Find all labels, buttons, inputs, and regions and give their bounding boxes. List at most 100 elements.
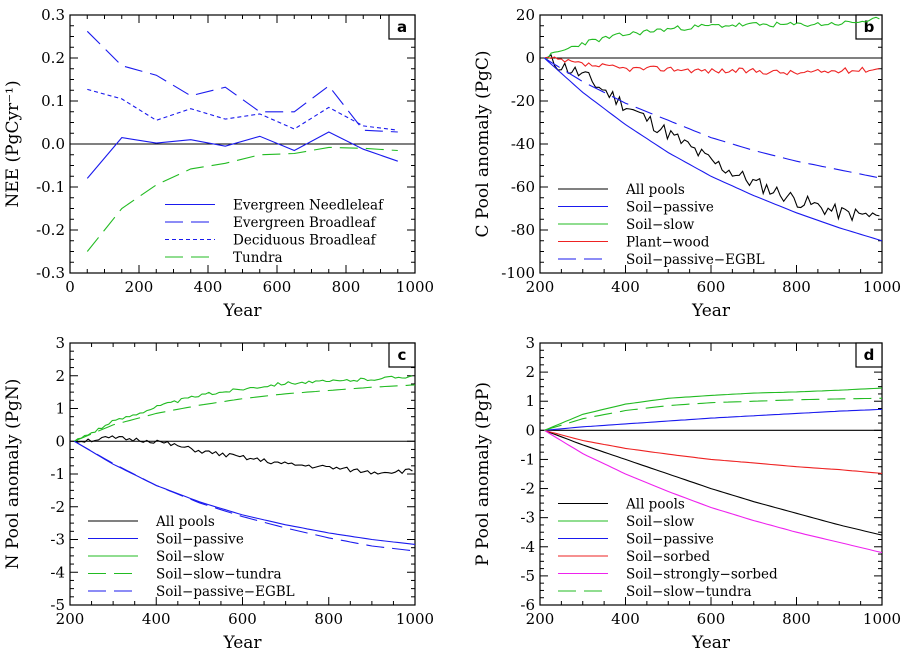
y-tick-label: 0.3 xyxy=(41,6,65,24)
y-tick-label: -40 xyxy=(511,135,535,153)
x-tick-label: 200 xyxy=(56,610,85,628)
x-axis-title: Year xyxy=(691,633,731,649)
y-tick-label: 1 xyxy=(525,392,535,410)
y-tick-label: 0 xyxy=(525,421,535,439)
y-tick-label: 3 xyxy=(55,334,65,352)
series-line xyxy=(544,429,882,554)
legend-label: Deciduous Broadleaf xyxy=(233,233,377,249)
legend-label: All pools xyxy=(625,497,685,513)
series-line xyxy=(86,30,398,133)
series-line xyxy=(544,429,882,536)
x-tick-label: 600 xyxy=(697,610,726,628)
x-axis-title: Year xyxy=(222,633,262,649)
y-tick-label: -20 xyxy=(511,92,535,110)
y-tick-label: -6 xyxy=(520,596,535,614)
series-line xyxy=(74,384,415,442)
legend-label: Soil−strongly−sorbed xyxy=(626,567,778,583)
y-tick-label: 0.1 xyxy=(41,92,65,110)
y-axis-title: NEE (PgCyr⁻¹) xyxy=(3,80,23,207)
y-tick-label: 0 xyxy=(525,49,535,67)
y-tick-label: 0 xyxy=(55,432,65,450)
panel-d: 200 400 600 800 1000 -6 -5 -4 -3 -2 -1 0 1 2 3 Year P Po… xyxy=(473,334,901,649)
series-line xyxy=(74,435,413,475)
x-tick-label: 600 xyxy=(228,610,257,628)
x-tick-label: 0 xyxy=(65,278,75,296)
y-tick-label: 2 xyxy=(525,363,535,381)
x-tick-label: 800 xyxy=(782,610,811,628)
legend-label: Evergreen Broadleaf xyxy=(233,215,377,231)
y-tick-label: -3 xyxy=(50,531,65,549)
panel-letter-box xyxy=(855,342,883,368)
series-line xyxy=(544,56,880,76)
plot-frame xyxy=(539,14,883,274)
series-line xyxy=(544,397,882,431)
series-line xyxy=(87,88,398,131)
series-line xyxy=(74,440,415,552)
x-tick-label: 600 xyxy=(263,278,292,296)
x-tick-label: 200 xyxy=(526,610,555,628)
x-tick-label: 400 xyxy=(611,610,640,628)
legend-label: Soil−passive−EGBL xyxy=(156,584,295,600)
panel-b: 200 400 600 800 1000 -100 -80 -60 -40 -20 0 20 Year C… xyxy=(473,6,901,321)
panel-a: 0 200 400 600 800 1000 -0.3 -0.2 -0.1 0.0 0.1 0.2 0.… xyxy=(3,6,434,321)
x-tick-label: 1000 xyxy=(396,610,434,628)
y-tick-label: -1 xyxy=(50,465,65,483)
legend-label: Plant−wood xyxy=(626,235,710,251)
legend-label: Soil−sorbed xyxy=(626,549,710,565)
legend-label: Soil−slow xyxy=(626,217,695,233)
series-line xyxy=(544,57,882,179)
panel-c: 200 400 600 800 1000 -5 -4 -3 -2 -1 0 1 2 3 Year N Pool… xyxy=(3,334,434,649)
legend-label: Soil−slow xyxy=(626,514,695,530)
x-tick-label: 800 xyxy=(782,278,811,296)
x-tick-label: 1000 xyxy=(863,278,901,296)
y-tick-label: -100 xyxy=(501,264,535,282)
y-tick-label: -5 xyxy=(520,567,535,585)
panel-letter-box xyxy=(388,14,416,40)
panel-letter: d xyxy=(864,346,875,364)
y-tick-label: 2 xyxy=(55,367,65,385)
y-tick-label: 0.0 xyxy=(41,135,65,153)
x-tick-label: 800 xyxy=(332,278,361,296)
x-axis-title: Year xyxy=(222,301,262,321)
y-tick-label: 0.2 xyxy=(41,49,65,67)
x-tick-label: 1000 xyxy=(863,610,901,628)
panel-letter-box xyxy=(855,14,883,40)
legend-label: Soil−slow−tundra xyxy=(626,584,752,600)
x-tick-label: 200 xyxy=(125,278,154,296)
y-tick-label: -80 xyxy=(511,221,535,239)
y-tick-label: -5 xyxy=(50,596,65,614)
x-tick-label: 1000 xyxy=(396,278,434,296)
y-tick-label: 20 xyxy=(516,6,535,24)
series-line xyxy=(543,57,882,242)
y-tick-label: -2 xyxy=(520,480,535,498)
x-tick-label: 200 xyxy=(526,278,555,296)
y-tick-label: -0.1 xyxy=(36,178,65,196)
series-line xyxy=(544,408,882,431)
y-tick-label: -3 xyxy=(520,509,535,527)
legend-label: All pools xyxy=(625,182,685,198)
legend-label: Soil−passive xyxy=(626,532,714,548)
y-axis-title: C Pool anomaly (PgC) xyxy=(473,50,493,237)
legend-label: Soil−slow−tundra xyxy=(156,567,282,583)
panel-letter: a xyxy=(397,18,407,36)
y-tick-label: -60 xyxy=(511,178,535,196)
panel-letter: b xyxy=(864,18,875,36)
series-line xyxy=(73,375,413,442)
x-tick-label: 600 xyxy=(697,278,726,296)
y-tick-label: -1 xyxy=(520,450,535,468)
panel-letter-box xyxy=(388,342,416,368)
y-axis-title: P Pool anomaly (PgP) xyxy=(473,382,493,566)
x-tick-label: 400 xyxy=(611,278,640,296)
y-tick-label: -2 xyxy=(50,498,65,516)
x-axis-title: Year xyxy=(691,301,731,321)
y-axis-title: N Pool anomaly (PgN) xyxy=(3,379,23,570)
x-tick-label: 400 xyxy=(142,610,171,628)
series-line xyxy=(544,387,882,431)
y-tick-label: -4 xyxy=(50,563,65,581)
series-line xyxy=(86,146,398,252)
y-tick-label: -0.3 xyxy=(36,264,65,282)
y-tick-label: -0.2 xyxy=(36,221,65,239)
series-line xyxy=(544,429,882,474)
y-tick-label: 3 xyxy=(525,334,535,352)
